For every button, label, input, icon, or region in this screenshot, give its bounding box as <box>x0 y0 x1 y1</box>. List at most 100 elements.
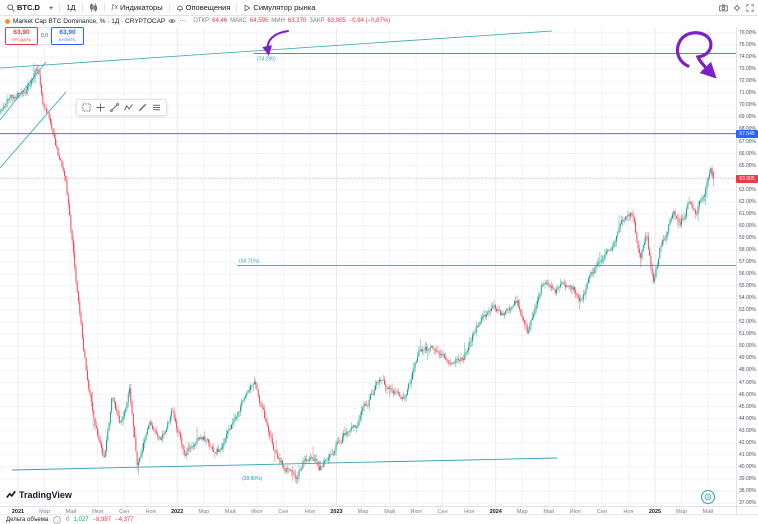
symbol-search-button[interactable]: BTC.D <box>4 2 43 14</box>
purple-curved-arrow <box>262 30 289 56</box>
price-tick: 39.00% <box>739 475 756 482</box>
price-tick: 55.00% <box>739 283 756 290</box>
chart-style-button[interactable] <box>86 2 101 14</box>
legend-more-icon[interactable]: ⋯ <box>179 18 187 25</box>
price-tick: 68.00% <box>739 126 756 132</box>
alert-bell-icon <box>176 4 184 12</box>
brand-label: TradingView <box>19 490 72 500</box>
alerts-button[interactable]: Оповещения <box>173 2 234 14</box>
year-label: 2025 <box>648 509 662 515</box>
toolbar-separator <box>236 3 238 12</box>
price-tick: 70.00% <box>739 102 756 109</box>
price-tick: 37.00% <box>739 500 756 506</box>
interval-button[interactable]: 1Д <box>66 3 76 12</box>
candles-icon <box>89 3 98 12</box>
price-tick: 47.00% <box>739 379 756 386</box>
month-label: Мар <box>39 509 50 515</box>
month-label: Сен <box>278 509 289 515</box>
replay-play-icon <box>243 4 252 12</box>
price-tick: 53.00% <box>739 307 756 314</box>
top-toolbar: BTC.D + 1Д ƒx Индикаторы Оповещения <box>0 0 758 16</box>
market-timer-button[interactable] <box>701 490 715 504</box>
year-label: 2022 <box>171 509 184 515</box>
price-tick: 74.00% <box>739 54 756 61</box>
camera-icon[interactable] <box>719 4 728 12</box>
svg-text:(38.80%): (38.80%) <box>242 476 263 482</box>
close-label: ЗАКР <box>309 18 325 24</box>
replay-label: Симулятор рынка <box>253 3 316 12</box>
price-tick: 73.00% <box>739 66 756 73</box>
tradingview-brand[interactable]: TradingView <box>6 490 72 500</box>
price-tick: 50.00% <box>739 343 756 350</box>
price-tick: 42.00% <box>739 439 756 446</box>
low-value: 63,270 <box>287 18 307 24</box>
month-label: Май <box>543 509 555 515</box>
info-icon: i <box>53 516 62 524</box>
indicators-button[interactable]: ƒx Индикаторы <box>108 2 166 14</box>
price-tick: 54.00% <box>739 295 756 302</box>
month-label: Июл <box>569 509 581 515</box>
month-label: Ноя <box>623 509 634 515</box>
symbol-name: BTC.D <box>17 3 40 12</box>
select-tool-icon[interactable] <box>82 103 91 112</box>
price-tick: 44.00% <box>739 415 756 422</box>
fx-icon: ƒx <box>110 4 118 11</box>
svg-text:(56.71%): (56.71%) <box>239 258 260 264</box>
month-label: Ноя <box>145 509 156 515</box>
sell-label: ПРОДАТЬ <box>11 36 32 42</box>
price-tick: 56.00% <box>739 271 756 277</box>
fullscreen-icon[interactable] <box>746 3 754 12</box>
compare-button[interactable]: + <box>48 3 54 12</box>
toolbar-separator <box>81 3 83 12</box>
open-value: 64,46 <box>212 18 228 24</box>
price-tick: 63.00% <box>739 186 756 193</box>
price-tick: 45.00% <box>739 403 756 410</box>
pencil-tool-icon[interactable] <box>138 103 147 112</box>
volume-delta-row[interactable]: Дельта объема i 0 1,027 −8,987 −4,377 <box>0 514 758 524</box>
month-label: Июл <box>410 509 422 515</box>
buy-price: 63,90 <box>59 29 76 37</box>
search-icon <box>7 3 15 12</box>
wave-tool-icon[interactable] <box>124 103 133 112</box>
buy-button[interactable]: 63,90 КУПИТЬ <box>51 27 84 45</box>
chart-legend[interactable]: Market Cap BTC Dominance, % · 1Д · CRYPT… <box>5 15 390 27</box>
month-label: Июл <box>251 509 263 515</box>
year-label: 2024 <box>489 509 502 515</box>
sell-button[interactable]: 63,90 ПРОДАТЬ <box>5 27 38 45</box>
change-value: −0,94 (−0,87%) <box>348 18 391 24</box>
menu-tool-icon[interactable] <box>152 103 161 112</box>
price-tick: 66.00% <box>739 150 756 157</box>
crosshair-tool-icon[interactable] <box>96 103 105 112</box>
toolbar-right-cluster <box>719 3 754 12</box>
replay-button[interactable]: Симулятор рынка <box>240 2 318 14</box>
legend-title: Market Cap BTC Dominance, % · 1Д · CRYPT… <box>13 17 166 25</box>
delta-value: 1,027 <box>73 517 89 523</box>
delta-value: −8,987 <box>92 517 112 523</box>
indicators-label: Индикаторы <box>119 3 163 12</box>
month-label: Мар <box>198 509 210 515</box>
price-tick: 58.00% <box>739 246 756 253</box>
price-tick: 61.00% <box>739 210 756 217</box>
floating-draw-toolbar <box>76 99 167 116</box>
month-label: Май <box>65 509 77 515</box>
delta-values: 0 1,027 −8,987 −4,377 <box>66 517 137 523</box>
eye-icon[interactable] <box>168 18 176 24</box>
settings-gear-icon[interactable] <box>733 3 741 12</box>
month-label: Ноя <box>464 509 475 515</box>
close-value: 63,905 <box>327 18 346 24</box>
price-tick: 49.00% <box>739 355 756 362</box>
price-tick: 60.00% <box>739 222 756 229</box>
trendline-tool-icon[interactable] <box>110 103 119 112</box>
month-label: Ноя <box>304 509 315 515</box>
year-label: 2021 <box>11 509 25 515</box>
price-tick: 75.00% <box>739 42 756 49</box>
delta-value: −4,377 <box>115 517 134 523</box>
price-tick: 62.00% <box>739 198 756 205</box>
price-tick: 48.00% <box>739 367 756 374</box>
sell-price: 63,90 <box>13 29 30 37</box>
open-label: ОТКР <box>193 18 210 24</box>
price-axis[interactable]: 76.00% 75.00% 74.00% 73.00% 72.00% 71.00% 70.0… <box>736 28 758 506</box>
high-value: 64,595 <box>249 18 269 24</box>
price-tick: 41.00% <box>739 451 756 458</box>
